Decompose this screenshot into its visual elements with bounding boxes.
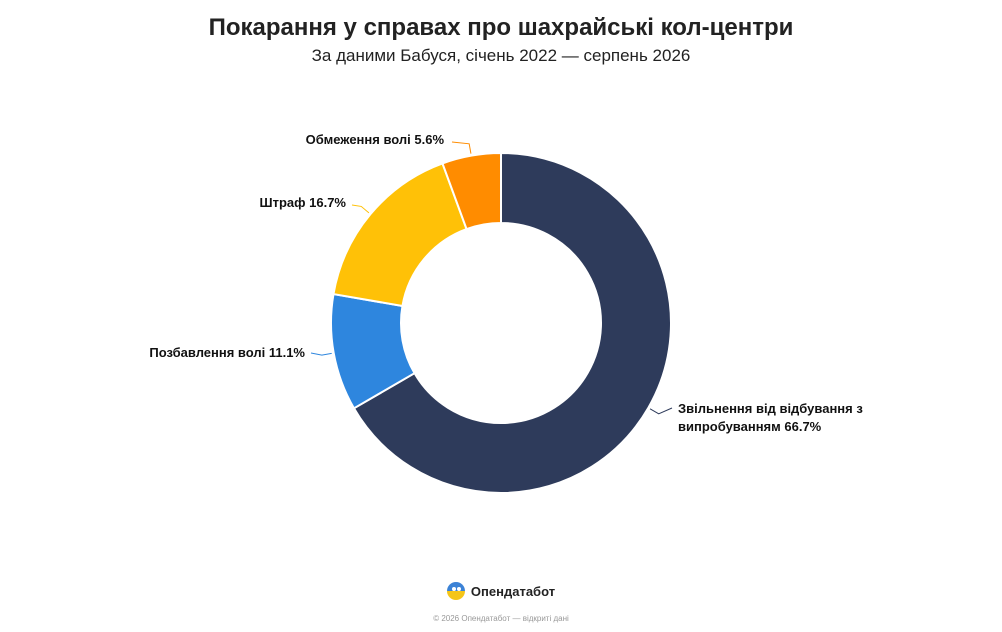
opendatabot-logo-icon <box>446 582 465 600</box>
slice-label: Звільнення від відбування з випробуванням… <box>678 401 863 434</box>
slice-leader-line <box>351 204 370 214</box>
footer-text: © 2026 Опендатабот — відкриті дані <box>433 614 569 623</box>
slice-label-line: Штраф 16.7% <box>260 195 347 210</box>
slice-label-line: Звільнення від відбування з <box>678 401 863 416</box>
slice-leader-line <box>451 141 472 154</box>
slice-label: Штраф 16.7% <box>260 195 347 210</box>
donut-slice <box>332 162 468 308</box>
slice-label: Позбавлення волі 11.1% <box>149 345 305 360</box>
slice-label: Обмеження волі 5.6% <box>306 132 445 147</box>
slice-leader-line <box>649 407 673 415</box>
slice-leader-line <box>310 352 332 356</box>
brand: Опендатабот <box>0 582 1002 600</box>
donut-slice <box>352 151 672 494</box>
slice-label-line: випробуванням 66.7% <box>678 419 822 434</box>
brand-name: Опендатабот <box>470 583 556 599</box>
chart-subtitle: За даними Бабуся, січень 2022 — серпень … <box>311 46 691 65</box>
chart-title: Покарання у справах про шахрайські кол-ц… <box>208 14 794 41</box>
slice-label-line: Обмеження волі 5.6% <box>306 132 445 147</box>
donut-slice <box>441 151 502 231</box>
slice-label-line: Позбавлення волі 11.1% <box>149 345 305 360</box>
